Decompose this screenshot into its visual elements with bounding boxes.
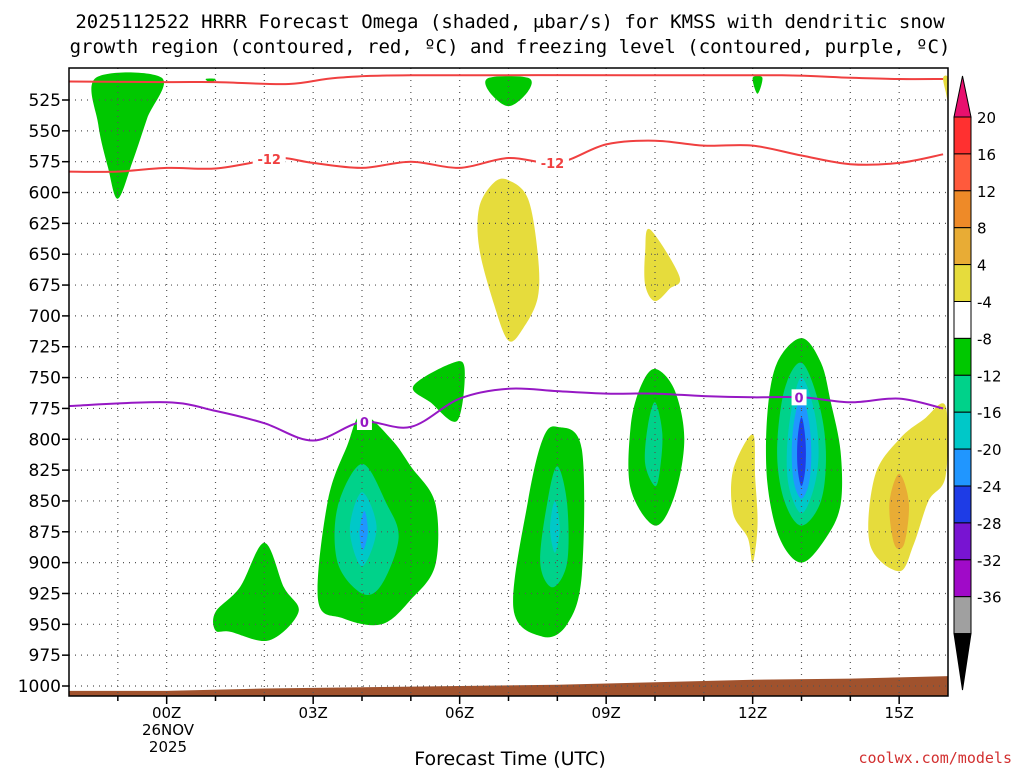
- omega-minus12-cell-08z: [550, 500, 560, 553]
- y-tick-label: 650: [29, 245, 61, 265]
- omega-minus4-cell-02z: [213, 542, 299, 642]
- x-tick-label: 06Z: [445, 704, 474, 722]
- y-tick-label: 700: [29, 307, 61, 327]
- y-tick-label: 825: [29, 461, 61, 481]
- omega-plus4-12z: [730, 434, 758, 563]
- x-tick-label: 03Z: [298, 704, 327, 722]
- colorbar-tick-label: -28: [977, 515, 1002, 533]
- x-tick-label: 15Z: [884, 704, 913, 722]
- colorbar-tick-label: -4: [977, 294, 992, 312]
- colorbar-bottom-arrow: [953, 633, 972, 691]
- contour-label: -12: [541, 157, 565, 172]
- colorbar-segment: [953, 116, 972, 155]
- omega-minus4-plume: [91, 72, 165, 199]
- x-axis-label: Forecast Time (UTC): [414, 748, 605, 768]
- contour-label-bg: [252, 151, 286, 168]
- dgz-upper-boundary-line: [69, 74, 944, 86]
- contour-label-bg: [356, 413, 372, 430]
- omega-minus16-cell-04z: [359, 510, 368, 551]
- colorbar-tick-label: -32: [977, 552, 1002, 570]
- date-line-2: 2025: [149, 738, 187, 756]
- omega-plus4-15z: [868, 403, 948, 572]
- colorbar-tick-label: 12: [977, 183, 996, 201]
- colorbar-segment: [953, 448, 972, 487]
- y-tick-label: 525: [29, 91, 61, 111]
- y-tick-label: 775: [29, 399, 61, 419]
- y-tick-label: 725: [29, 338, 61, 358]
- colorbar: 20 16 12 8 4 -4 -8 -12 -16 -20 -24 -28 -32 -36: [953, 75, 1002, 691]
- x-tick-label: 00Z: [152, 704, 181, 722]
- colorbar-tick-label: -8: [977, 330, 992, 348]
- omega-plus4-top-right: [943, 75, 948, 101]
- colorbar-segment: [953, 522, 972, 561]
- x-tick-label: 09Z: [591, 704, 620, 722]
- colorbar-segment: [953, 596, 972, 635]
- y-tick-label: 900: [29, 554, 61, 574]
- omega-plus4-small: [644, 228, 681, 302]
- date-line-1: 26NOV: [142, 721, 195, 739]
- y-tick-label: 950: [29, 615, 61, 635]
- y-tick-label: 575: [29, 153, 61, 173]
- grid-lines: [69, 68, 948, 696]
- y-tick-label: 1000: [18, 677, 61, 697]
- minus12-isotherm-line: [69, 139, 944, 173]
- plot-area: -12 -12 0 0: [68, 67, 949, 697]
- y-tick-label: 975: [29, 646, 61, 666]
- colorbar-segment: [953, 153, 972, 192]
- colorbar-tick-label: 20: [977, 109, 996, 127]
- y-tick-label: 800: [29, 430, 61, 450]
- time-axis: 00Z 03Z 06Z 09Z 12Z 15Z: [117, 696, 914, 722]
- colorbar-tick-label: -12: [977, 367, 1002, 385]
- x-tick-label: 12Z: [738, 704, 767, 722]
- y-tick-label: 750: [29, 369, 61, 389]
- contour-label-bg: [791, 389, 807, 406]
- contour-label: 0: [795, 391, 804, 406]
- colorbar-segment: [953, 411, 972, 450]
- colorbar-tick-label: 4: [977, 257, 987, 275]
- colorbar-segment: [953, 559, 972, 598]
- colorbar-tick-label: -16: [977, 404, 1002, 422]
- chart-title: 2025112522 HRRR Forecast Omega (shaded, …: [75, 11, 945, 33]
- colorbar-tick-label: 16: [977, 146, 996, 164]
- y-tick-label: 675: [29, 276, 61, 296]
- contour-label: -12: [257, 153, 281, 168]
- y-tick-label: 625: [29, 214, 61, 234]
- colorbar-segment: [953, 301, 972, 339]
- colorbar-segment: [953, 374, 972, 413]
- contour-lines: -12 -12 0 0: [69, 74, 944, 442]
- credit-text: coolwx.com/models: [858, 749, 1012, 767]
- contour-label-bg: [535, 154, 569, 171]
- colorbar-segment: [953, 264, 972, 303]
- y-tick-label: 600: [29, 184, 61, 204]
- colorbar-tick-label: 8: [977, 220, 987, 238]
- colorbar-segment: [953, 485, 972, 524]
- colorbar-tick-label: -24: [977, 478, 1002, 496]
- colorbar-segment: [953, 337, 972, 376]
- contour-label: 0: [360, 416, 369, 431]
- colorbar-tick-label: -20: [977, 441, 1002, 459]
- y-tick-label: 875: [29, 523, 61, 543]
- omega-shading: [91, 72, 948, 642]
- omega-minus20-cell-13z: [797, 417, 806, 487]
- omega-minus4-top-sliver-12z: [752, 75, 763, 94]
- colorbar-top-arrow: [953, 75, 972, 118]
- pressure-axis: 525 550 575 600 625 650 675 700 725 750 775 800 825 8…: [18, 91, 69, 697]
- y-tick-label: 550: [29, 122, 61, 142]
- colorbar-segment: [953, 227, 972, 266]
- chart-subtitle: growth region (contoured, red, ºC) and f…: [70, 36, 951, 58]
- y-tick-label: 850: [29, 492, 61, 512]
- omega-minus4-top-cap: [485, 76, 532, 107]
- omega-minus4-cell-0530: [412, 361, 465, 422]
- omega-plus8-15z: [889, 473, 910, 550]
- y-tick-label: 925: [29, 584, 61, 604]
- colorbar-tick-label: -36: [977, 589, 1002, 607]
- omega-minus8-cell-10z: [644, 402, 663, 487]
- colorbar-segment: [953, 190, 972, 229]
